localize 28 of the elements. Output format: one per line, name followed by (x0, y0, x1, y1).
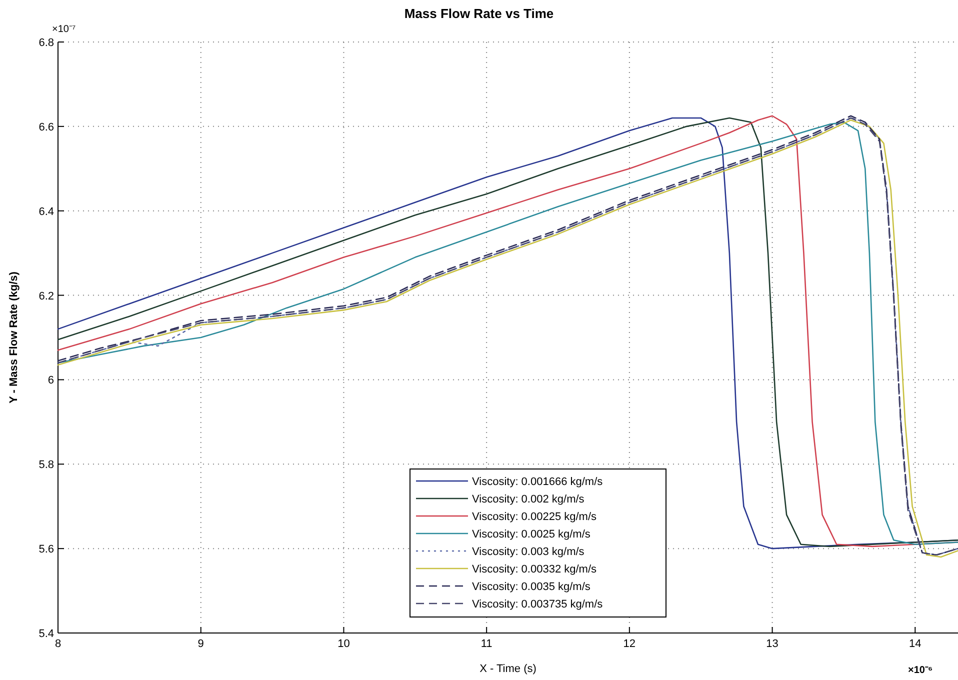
x-tick-label: 10 (338, 638, 350, 650)
y-tick-label: 6.6 (38, 121, 54, 134)
y-tick-label: 6.4 (38, 206, 54, 218)
y-tick-label: 6.2 (38, 290, 54, 302)
legend-label: Viscosity: 0.00225 kg/m/s (472, 511, 598, 523)
legend-label: Viscosity: 0.003735 kg/m/s (472, 598, 604, 610)
x-tick-label: 8 (54, 638, 62, 650)
y-tick-label: 5.8 (38, 459, 54, 472)
x-axis-title: X - Time (s) (480, 663, 536, 675)
legend-label: Viscosity: 0.002 kg/m/s (472, 494, 585, 506)
text: ×10⁻⁷ (52, 24, 76, 35)
legend-label: Viscosity: 0.0035 kg/m/s (472, 581, 591, 593)
x-tick-label: 11 (480, 638, 492, 650)
legend-label: Viscosity: 0.001666 kg/m/s (472, 476, 604, 488)
text: ×10⁻⁶ (908, 665, 933, 676)
legend-label: Viscosity: 0.0025 kg/m/s (472, 528, 591, 540)
y-axis-title: Y - Mass Flow Rate (kg/s) (8, 271, 20, 404)
y-tick-label: 6 (48, 374, 54, 387)
legend-label: Viscosity: 0.00332 kg/m/s (472, 564, 598, 576)
y-tick-label: 5.4 (38, 628, 54, 640)
x-tick-label: 9 (198, 638, 204, 650)
x-tick-label: 13 (766, 638, 778, 650)
chart-title: Mass Flow Rate vs Time (404, 6, 554, 21)
y-tick-label: 5.6 (38, 544, 54, 556)
x-tick-label: 14 (909, 638, 922, 650)
y-tick-label: 6.8 (38, 37, 54, 49)
x-tick-label: 12 (623, 638, 636, 650)
legend-label: Viscosity: 0.003 kg/m/s (472, 546, 585, 558)
